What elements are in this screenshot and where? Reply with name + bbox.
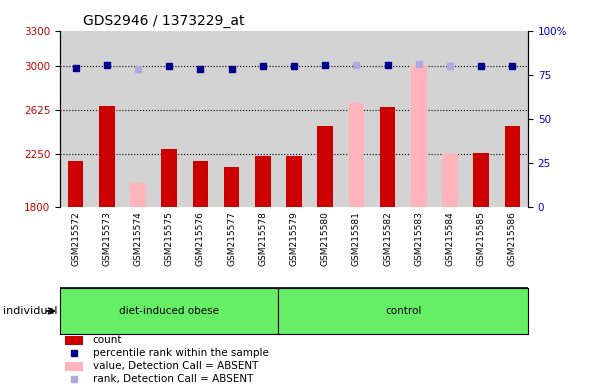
Text: percentile rank within the sample: percentile rank within the sample xyxy=(93,348,269,358)
Text: GSM215573: GSM215573 xyxy=(102,211,112,266)
Bar xyxy=(505,126,520,207)
Text: value, Detection Call = ABSENT: value, Detection Call = ABSENT xyxy=(93,361,258,371)
Text: individual: individual xyxy=(3,306,58,316)
Text: GSM215577: GSM215577 xyxy=(227,211,236,266)
Text: control: control xyxy=(385,306,421,316)
Bar xyxy=(255,156,271,207)
Bar xyxy=(411,65,427,207)
Bar xyxy=(442,154,458,207)
Bar xyxy=(130,183,146,207)
Bar xyxy=(65,336,83,345)
Text: GSM215582: GSM215582 xyxy=(383,211,392,266)
Text: GDS2946 / 1373229_at: GDS2946 / 1373229_at xyxy=(83,14,245,28)
Bar xyxy=(193,161,208,207)
Bar xyxy=(161,149,177,207)
Text: GSM215586: GSM215586 xyxy=(508,211,517,266)
FancyBboxPatch shape xyxy=(60,288,278,334)
Bar xyxy=(473,153,489,207)
Text: GSM215576: GSM215576 xyxy=(196,211,205,266)
Bar xyxy=(286,156,302,207)
Text: GSM215579: GSM215579 xyxy=(290,211,299,266)
Text: GSM215581: GSM215581 xyxy=(352,211,361,266)
Bar xyxy=(224,167,239,207)
Text: GSM215578: GSM215578 xyxy=(258,211,267,266)
Bar xyxy=(317,126,333,207)
Bar xyxy=(68,161,83,207)
Text: GSM215585: GSM215585 xyxy=(476,211,485,266)
Text: GSM215572: GSM215572 xyxy=(71,211,80,266)
Text: GSM215574: GSM215574 xyxy=(133,211,143,266)
Bar xyxy=(380,107,395,207)
Bar xyxy=(65,362,83,371)
Bar xyxy=(349,103,364,207)
Text: GSM215583: GSM215583 xyxy=(414,211,424,266)
Text: GSM215580: GSM215580 xyxy=(320,211,330,266)
FancyBboxPatch shape xyxy=(278,288,528,334)
Text: diet-induced obese: diet-induced obese xyxy=(119,306,219,316)
Bar xyxy=(99,106,115,207)
Text: rank, Detection Call = ABSENT: rank, Detection Call = ABSENT xyxy=(93,374,253,384)
Text: GSM215584: GSM215584 xyxy=(445,211,455,266)
Text: GSM215575: GSM215575 xyxy=(164,211,174,266)
Text: count: count xyxy=(93,335,122,345)
